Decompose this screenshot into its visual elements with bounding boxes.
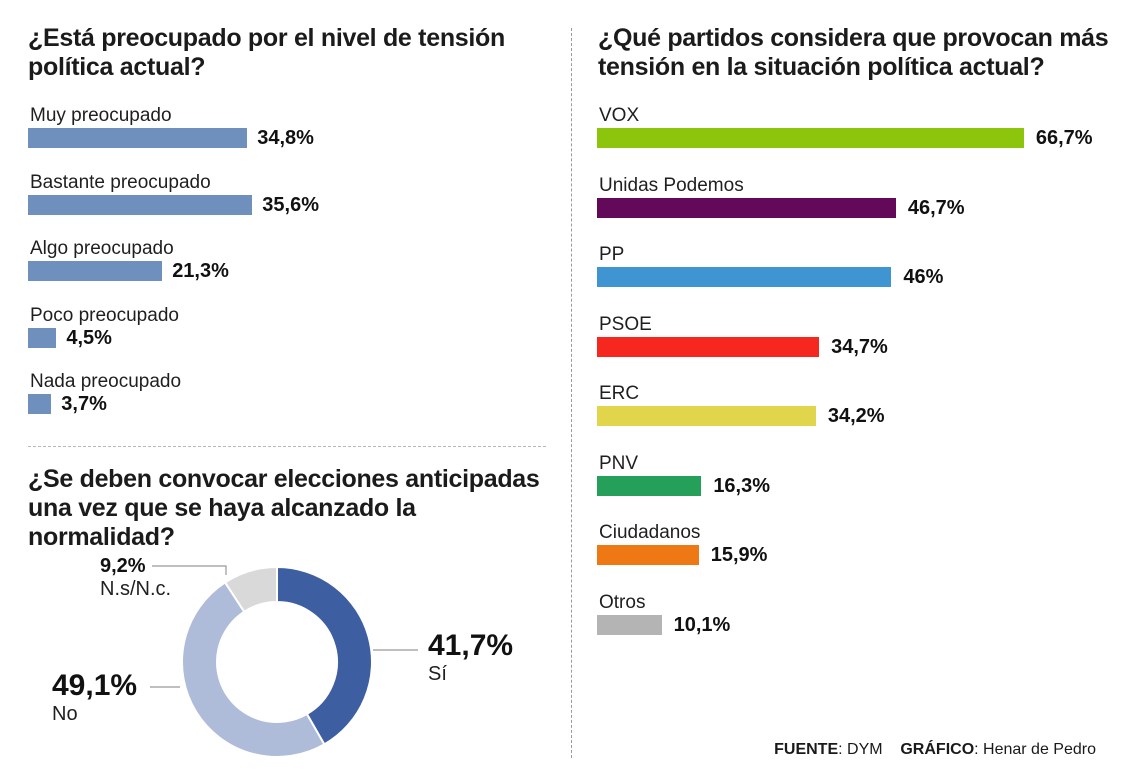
party-bar [597, 475, 702, 496]
party-bar [597, 614, 662, 635]
party-value-label: 46,7% [907, 196, 965, 219]
concern-bar [28, 327, 57, 348]
donut-label-nsnc: 9,2% N.s/N.c. [100, 555, 171, 601]
party-category-label: Unidas Podemos [599, 174, 744, 196]
donut-value-si: 41,7% [428, 629, 514, 662]
party-bar [597, 545, 699, 565]
party-value-label: 66,7% [1035, 127, 1093, 149]
graphic-label: GRÁFICO [900, 741, 975, 758]
donut-slice-no [181, 581, 326, 758]
concern-category-label: Bastante preocupado [30, 171, 211, 193]
party-category-label: PP [599, 244, 625, 265]
vertical-divider [571, 28, 572, 758]
party-value-label: 34,7% [831, 335, 888, 358]
party-bar [597, 197, 896, 218]
donut-value-no: 49,1% [52, 669, 138, 702]
concern-value-label: 35,6% [262, 193, 319, 216]
party-value-label: 16,3% [713, 474, 771, 497]
party-category-label: Ciudadanos [599, 522, 701, 543]
concern-category-label: Algo preocupado [30, 238, 174, 259]
chart-elections-title: ¿Se deben convocar elecciones anticipada… [28, 465, 540, 551]
concern-bar [28, 128, 248, 148]
donut-slice-nsnc [223, 565, 278, 614]
concern-value-label: 4,5% [66, 326, 112, 349]
donut-value-nsnc: 9,2% [100, 555, 146, 577]
party-bar [597, 267, 892, 287]
chart-parties-title: ¿Qué partidos considera que provocan más… [598, 24, 1109, 81]
footer-credits: FUENTE: DYM GRÁFICO: Henar de Pedro [774, 741, 1096, 759]
source-label: FUENTE [774, 741, 839, 758]
party-category-label: VOX [599, 105, 640, 126]
donut-label-no: 49,1% No [52, 670, 137, 726]
concern-category-label: Nada preocupado [30, 371, 182, 392]
concern-category-label: Muy preocupado [30, 105, 172, 126]
party-category-label: PNV [599, 452, 639, 474]
party-bar [597, 406, 816, 426]
concern-value-label: 3,7% [61, 393, 107, 415]
donut-label-si: 41,7% Sí [428, 630, 513, 686]
party-bar [597, 128, 1024, 148]
chart-concern-title: ¿Está preocupado por el nivel de tensión… [28, 24, 505, 81]
party-category-label: ERC [599, 383, 640, 404]
graphic-value: : Henar de Pedro [974, 741, 1096, 758]
source-value: : DYM [838, 741, 883, 758]
concern-bar [28, 261, 163, 281]
party-value-label: 34,2% [827, 405, 885, 427]
donut-category-si: Sí [428, 663, 447, 685]
horizontal-divider [28, 446, 546, 447]
donut-category-nsnc: N.s/N.c. [100, 578, 172, 600]
party-value-label: 46% [903, 266, 944, 288]
concern-value-label: 34,8% [257, 127, 314, 149]
party-bar [597, 336, 820, 357]
party-category-label: Otros [599, 591, 646, 613]
donut-category-no: No [52, 703, 78, 725]
concern-value-label: 21,3% [172, 260, 229, 282]
concern-bar [28, 394, 52, 414]
concern-bar [28, 194, 253, 215]
donut-slice-si [276, 565, 373, 746]
party-value-label: 10,1% [673, 613, 731, 636]
party-category-label: PSOE [599, 313, 652, 335]
party-value-label: 15,9% [710, 544, 768, 566]
concern-category-label: Poco preocupado [30, 304, 179, 326]
